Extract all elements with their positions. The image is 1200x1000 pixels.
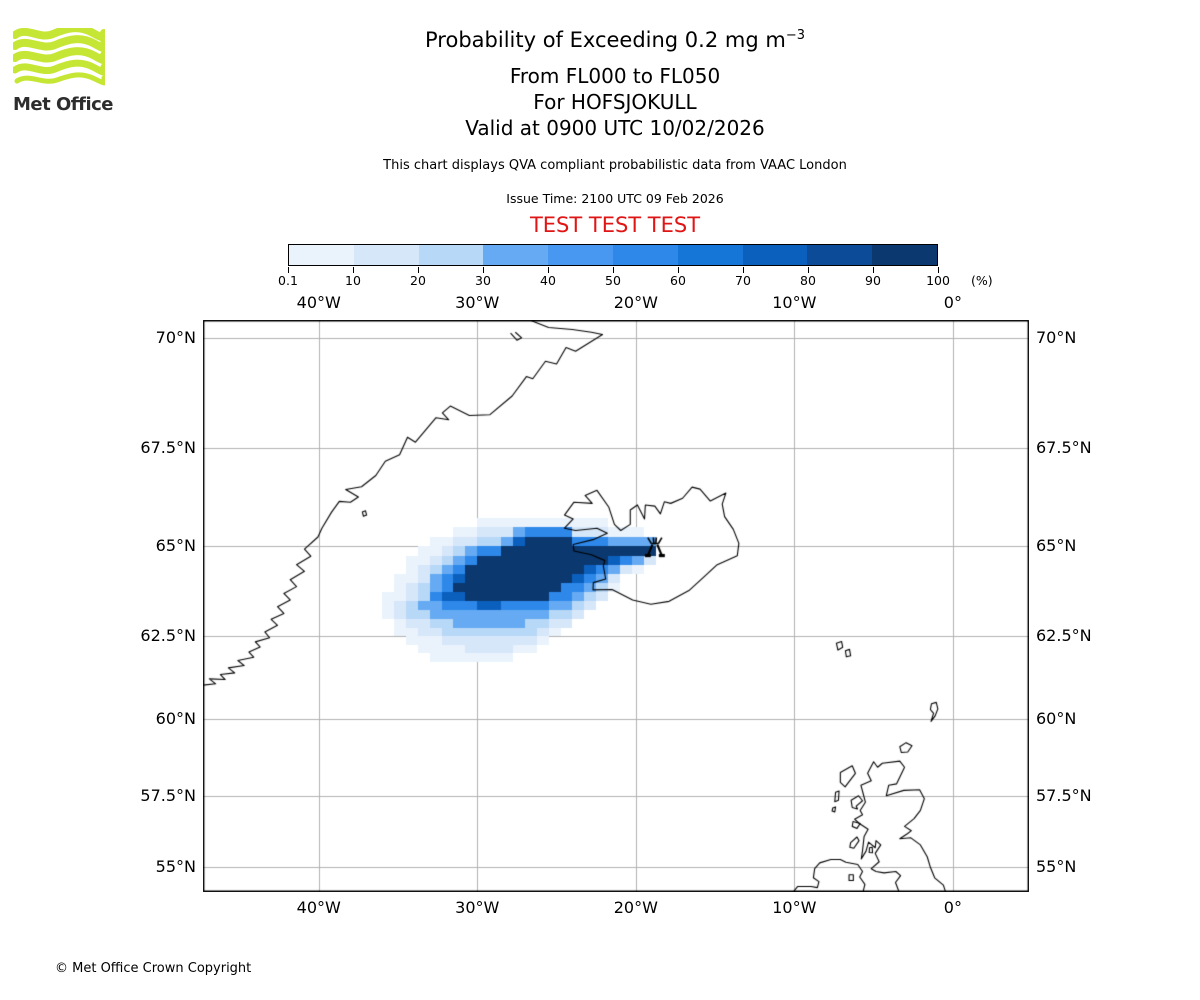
axis-label-right-60°N: 60°N	[1036, 709, 1077, 729]
colorbar-segment-80-90	[807, 245, 873, 265]
axis-label-bottom-0°: 0°	[943, 898, 962, 917]
colorbar-segment-10-20	[353, 245, 419, 265]
axis-label-bottom-40°W: 40°W	[296, 898, 341, 917]
axis-label-bottom-10°W: 10°W	[772, 898, 817, 917]
colorbar-tick-mark	[808, 267, 809, 273]
test-banner: TEST TEST TEST	[529, 213, 701, 237]
colorbar-segment-0.1-10	[289, 245, 354, 265]
colorbar-segment-70-80	[742, 245, 808, 265]
colorbar-tick-label: 90	[865, 273, 881, 288]
axis-label-top-0°: 0°	[943, 293, 962, 312]
colorbar-unit-label: (%)	[971, 273, 993, 288]
colorbar-tick-label: 10	[345, 273, 361, 288]
colorbar-tick-mark	[548, 267, 549, 273]
colorbar-segment-90-100	[872, 245, 937, 265]
colorbar-tick-label: 50	[605, 273, 621, 288]
colorbar-tick-label: 70	[735, 273, 751, 288]
colorbar-segment-30-40	[483, 245, 549, 265]
axis-label-top-40°W: 40°W	[296, 293, 341, 312]
colorbar-segment-20-30	[418, 245, 484, 265]
colorbar-tick-mark	[743, 267, 744, 273]
axis-label-right-67.5°N: 67.5°N	[1036, 437, 1092, 457]
axis-label-top-10°W: 10°W	[772, 293, 817, 312]
axis-label-left-55°N: 55°N	[155, 857, 196, 877]
colorbar-bar	[288, 244, 938, 266]
axis-label-left-62.5°N: 62.5°N	[140, 626, 196, 646]
compliance-note: This chart displays QVA compliant probab…	[383, 158, 847, 173]
colorbar-segment-60-70	[677, 245, 743, 265]
axis-label-top-30°W: 30°W	[455, 293, 500, 312]
axis-label-right-55°N: 55°N	[1036, 857, 1077, 877]
colorbar-tick-mark	[418, 267, 419, 273]
axis-label-right-62.5°N: 62.5°N	[1036, 626, 1092, 646]
subtitle-volcano: For HOFSJOKULL	[533, 90, 697, 114]
subtitle-valid-time: Valid at 0900 UTC 10/02/2026	[465, 116, 765, 140]
chart-title-text: Probability of Exceeding 0.2 mg m	[425, 28, 786, 52]
met-office-logo: Met Office	[11, 24, 114, 115]
axis-label-right-70°N: 70°N	[1036, 327, 1077, 347]
axis-label-left-67.5°N: 67.5°N	[140, 437, 196, 457]
issue-time: Issue Time: 2100 UTC 09 Feb 2026	[506, 191, 724, 206]
colorbar-tick-label: 0.1	[278, 273, 298, 288]
axis-label-left-57.5°N: 57.5°N	[140, 785, 196, 805]
colorbar-tick-label: 40	[540, 273, 556, 288]
axis-label-left-60°N: 60°N	[155, 709, 196, 729]
colorbar-tick-mark	[873, 267, 874, 273]
subtitle-flight-levels: From FL000 to FL050	[509, 64, 721, 88]
colorbar-tick-label: 80	[800, 273, 816, 288]
copyright-notice: © Met Office Crown Copyright	[55, 961, 252, 976]
met-office-logo-waves	[11, 24, 109, 86]
colorbar-segment-40-50	[548, 245, 613, 265]
colorbar-legend: 0.1 10 20 30 40 50 60 70 80 90 100 (%)	[278, 244, 993, 288]
axis-label-right-57.5°N: 57.5°N	[1036, 785, 1092, 805]
chart-title-exponent: −3	[785, 28, 805, 43]
axis-label-top-20°W: 20°W	[613, 293, 658, 312]
colorbar-tick-label: 30	[475, 273, 491, 288]
colorbar-tick-mark	[353, 267, 354, 273]
chart-title: Probability of Exceeding 0.2 mg m−3	[30, 28, 1200, 52]
colorbar-tick-mark	[938, 267, 939, 273]
colorbar-tick-label: 20	[410, 273, 426, 288]
colorbar-tick-mark	[483, 267, 484, 273]
met-office-logo-text: Met Office	[13, 94, 114, 115]
colorbar-tick-mark	[678, 267, 679, 273]
axis-label-bottom-20°W: 20°W	[613, 898, 658, 917]
colorbar-tick-label: 100	[926, 273, 950, 288]
colorbar-tick-mark	[613, 267, 614, 273]
colorbar-segment-50-60	[612, 245, 678, 265]
axis-label-left-65°N: 65°N	[155, 536, 196, 556]
axis-label-right-65°N: 65°N	[1036, 536, 1077, 556]
colorbar-tick-mark	[288, 267, 289, 273]
colorbar-tick-label: 60	[670, 273, 686, 288]
map-canvas	[203, 320, 1029, 892]
axis-label-left-70°N: 70°N	[155, 327, 196, 347]
axis-label-bottom-30°W: 30°W	[455, 898, 500, 917]
